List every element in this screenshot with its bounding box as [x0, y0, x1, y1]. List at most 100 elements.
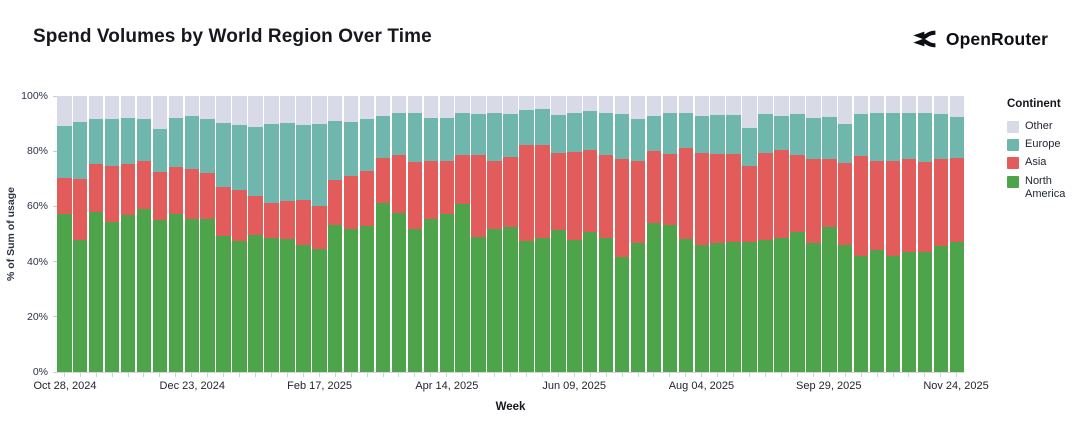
stacked-bar-week-9[interactable]	[200, 96, 215, 372]
bar-segment-north-america[interactable]	[248, 235, 263, 372]
bar-segment-europe[interactable]	[57, 125, 72, 178]
bar-segment-other[interactable]	[790, 96, 805, 115]
stacked-bar-week-3[interactable]	[104, 96, 120, 372]
bar-segment-asia[interactable]	[678, 148, 694, 239]
bar-segment-europe[interactable]	[216, 123, 231, 187]
bar-segment-other[interactable]	[822, 96, 837, 117]
bar-segment-europe[interactable]	[312, 124, 327, 206]
bar-segment-other[interactable]	[312, 96, 327, 125]
bar-segment-asia[interactable]	[248, 195, 263, 236]
bar-segment-other[interactable]	[487, 96, 502, 114]
bar-segment-asia[interactable]	[582, 150, 598, 233]
bar-segment-north-america[interactable]	[519, 241, 534, 372]
stacked-bar-week-35[interactable]	[614, 96, 630, 372]
bar-segment-asia[interactable]	[88, 163, 104, 212]
stacked-bar-week-33[interactable]	[582, 96, 598, 372]
stacked-bar-week-39[interactable]	[678, 96, 694, 372]
bar-segment-europe[interactable]	[88, 118, 104, 164]
bar-segment-asia[interactable]	[837, 162, 853, 246]
stacked-bar-week-29[interactable]	[519, 96, 534, 372]
stacked-bar-week-49[interactable]	[837, 96, 853, 372]
bar-segment-other[interactable]	[200, 96, 215, 120]
bar-segment-north-america[interactable]	[901, 252, 917, 372]
bar-segment-north-america[interactable]	[853, 256, 869, 372]
bar-segment-europe[interactable]	[359, 118, 375, 171]
stacked-bar-week-48[interactable]	[822, 96, 837, 372]
stacked-bar-week-54[interactable]	[917, 96, 933, 372]
legend-item-other[interactable]: Other	[1007, 120, 1075, 133]
bar-segment-europe[interactable]	[152, 128, 168, 173]
bar-segment-europe[interactable]	[391, 113, 407, 155]
bar-segment-asia[interactable]	[439, 161, 455, 214]
stacked-bar-week-1[interactable]	[72, 96, 88, 372]
bar-segment-north-america[interactable]	[264, 237, 279, 372]
stacked-bar-week-37[interactable]	[646, 96, 662, 372]
bar-segment-north-america[interactable]	[343, 228, 359, 372]
bar-segment-other[interactable]	[630, 96, 646, 119]
bar-segment-asia[interactable]	[726, 153, 741, 242]
bar-segment-asia[interactable]	[646, 150, 662, 223]
bar-segment-other[interactable]	[232, 96, 247, 126]
bar-segment-north-america[interactable]	[567, 240, 582, 372]
bar-segment-asia[interactable]	[152, 172, 168, 221]
bar-segment-europe[interactable]	[630, 118, 646, 162]
stacked-bar-week-21[interactable]	[391, 96, 407, 372]
bar-segment-asia[interactable]	[694, 152, 710, 246]
stacked-bar-week-16[interactable]	[312, 96, 327, 372]
bar-segment-europe[interactable]	[885, 113, 901, 161]
bar-segment-other[interactable]	[503, 96, 518, 115]
bar-segment-europe[interactable]	[822, 116, 837, 160]
stacked-bar-week-14[interactable]	[280, 96, 295, 372]
bar-segment-north-america[interactable]	[790, 231, 805, 372]
bar-segment-asia[interactable]	[598, 154, 614, 238]
bar-segment-other[interactable]	[296, 96, 311, 126]
bar-segment-north-america[interactable]	[598, 237, 614, 372]
bar-segment-north-america[interactable]	[869, 250, 885, 372]
bar-segment-europe[interactable]	[184, 115, 200, 170]
bar-segment-other[interactable]	[216, 96, 231, 124]
stacked-bar-week-44[interactable]	[758, 96, 773, 372]
bar-segment-europe[interactable]	[423, 117, 439, 162]
bar-segment-asia[interactable]	[630, 161, 646, 244]
bar-segment-europe[interactable]	[806, 117, 821, 160]
bar-segment-other[interactable]	[678, 96, 694, 114]
bar-segment-europe[interactable]	[790, 114, 805, 156]
stacked-bar-week-28[interactable]	[503, 96, 518, 372]
bar-segment-asia[interactable]	[72, 179, 88, 241]
stacked-bar-week-10[interactable]	[216, 96, 231, 372]
bar-segment-north-america[interactable]	[57, 213, 72, 372]
bar-segment-north-america[interactable]	[742, 241, 757, 372]
bar-segment-north-america[interactable]	[375, 202, 391, 372]
bar-segment-other[interactable]	[343, 96, 359, 122]
bar-segment-north-america[interactable]	[391, 213, 407, 372]
bar-segment-asia[interactable]	[503, 156, 518, 228]
bar-segment-north-america[interactable]	[582, 232, 598, 372]
bar-segment-other[interactable]	[614, 96, 630, 115]
stacked-bar-week-6[interactable]	[152, 96, 168, 372]
bar-segment-north-america[interactable]	[200, 219, 215, 372]
bar-segment-other[interactable]	[184, 96, 200, 116]
bar-segment-north-america[interactable]	[359, 225, 375, 372]
bar-segment-north-america[interactable]	[662, 225, 678, 372]
bar-segment-north-america[interactable]	[726, 241, 741, 372]
bar-segment-other[interactable]	[742, 96, 757, 129]
bar-segment-asia[interactable]	[519, 144, 534, 242]
bar-segment-europe[interactable]	[710, 115, 725, 154]
bar-segment-north-america[interactable]	[471, 236, 486, 372]
bar-segment-asia[interactable]	[822, 159, 837, 227]
stacked-bar-week-13[interactable]	[264, 96, 279, 372]
bar-segment-other[interactable]	[519, 96, 534, 110]
stacked-bar-week-22[interactable]	[407, 96, 423, 372]
bar-segment-europe[interactable]	[168, 117, 184, 167]
bar-segment-north-america[interactable]	[296, 245, 311, 372]
legend-item-europe[interactable]: Europe	[1007, 138, 1075, 152]
bar-segment-europe[interactable]	[614, 114, 630, 159]
stacked-bar-week-11[interactable]	[232, 96, 247, 372]
bar-segment-europe[interactable]	[582, 111, 598, 151]
bar-segment-asia[interactable]	[567, 152, 582, 241]
bar-segment-other[interactable]	[774, 96, 789, 116]
bar-segment-europe[interactable]	[774, 115, 789, 151]
bar-segment-asia[interactable]	[280, 200, 295, 239]
bar-segment-other[interactable]	[901, 96, 917, 114]
stacked-bar-week-5[interactable]	[136, 96, 152, 372]
